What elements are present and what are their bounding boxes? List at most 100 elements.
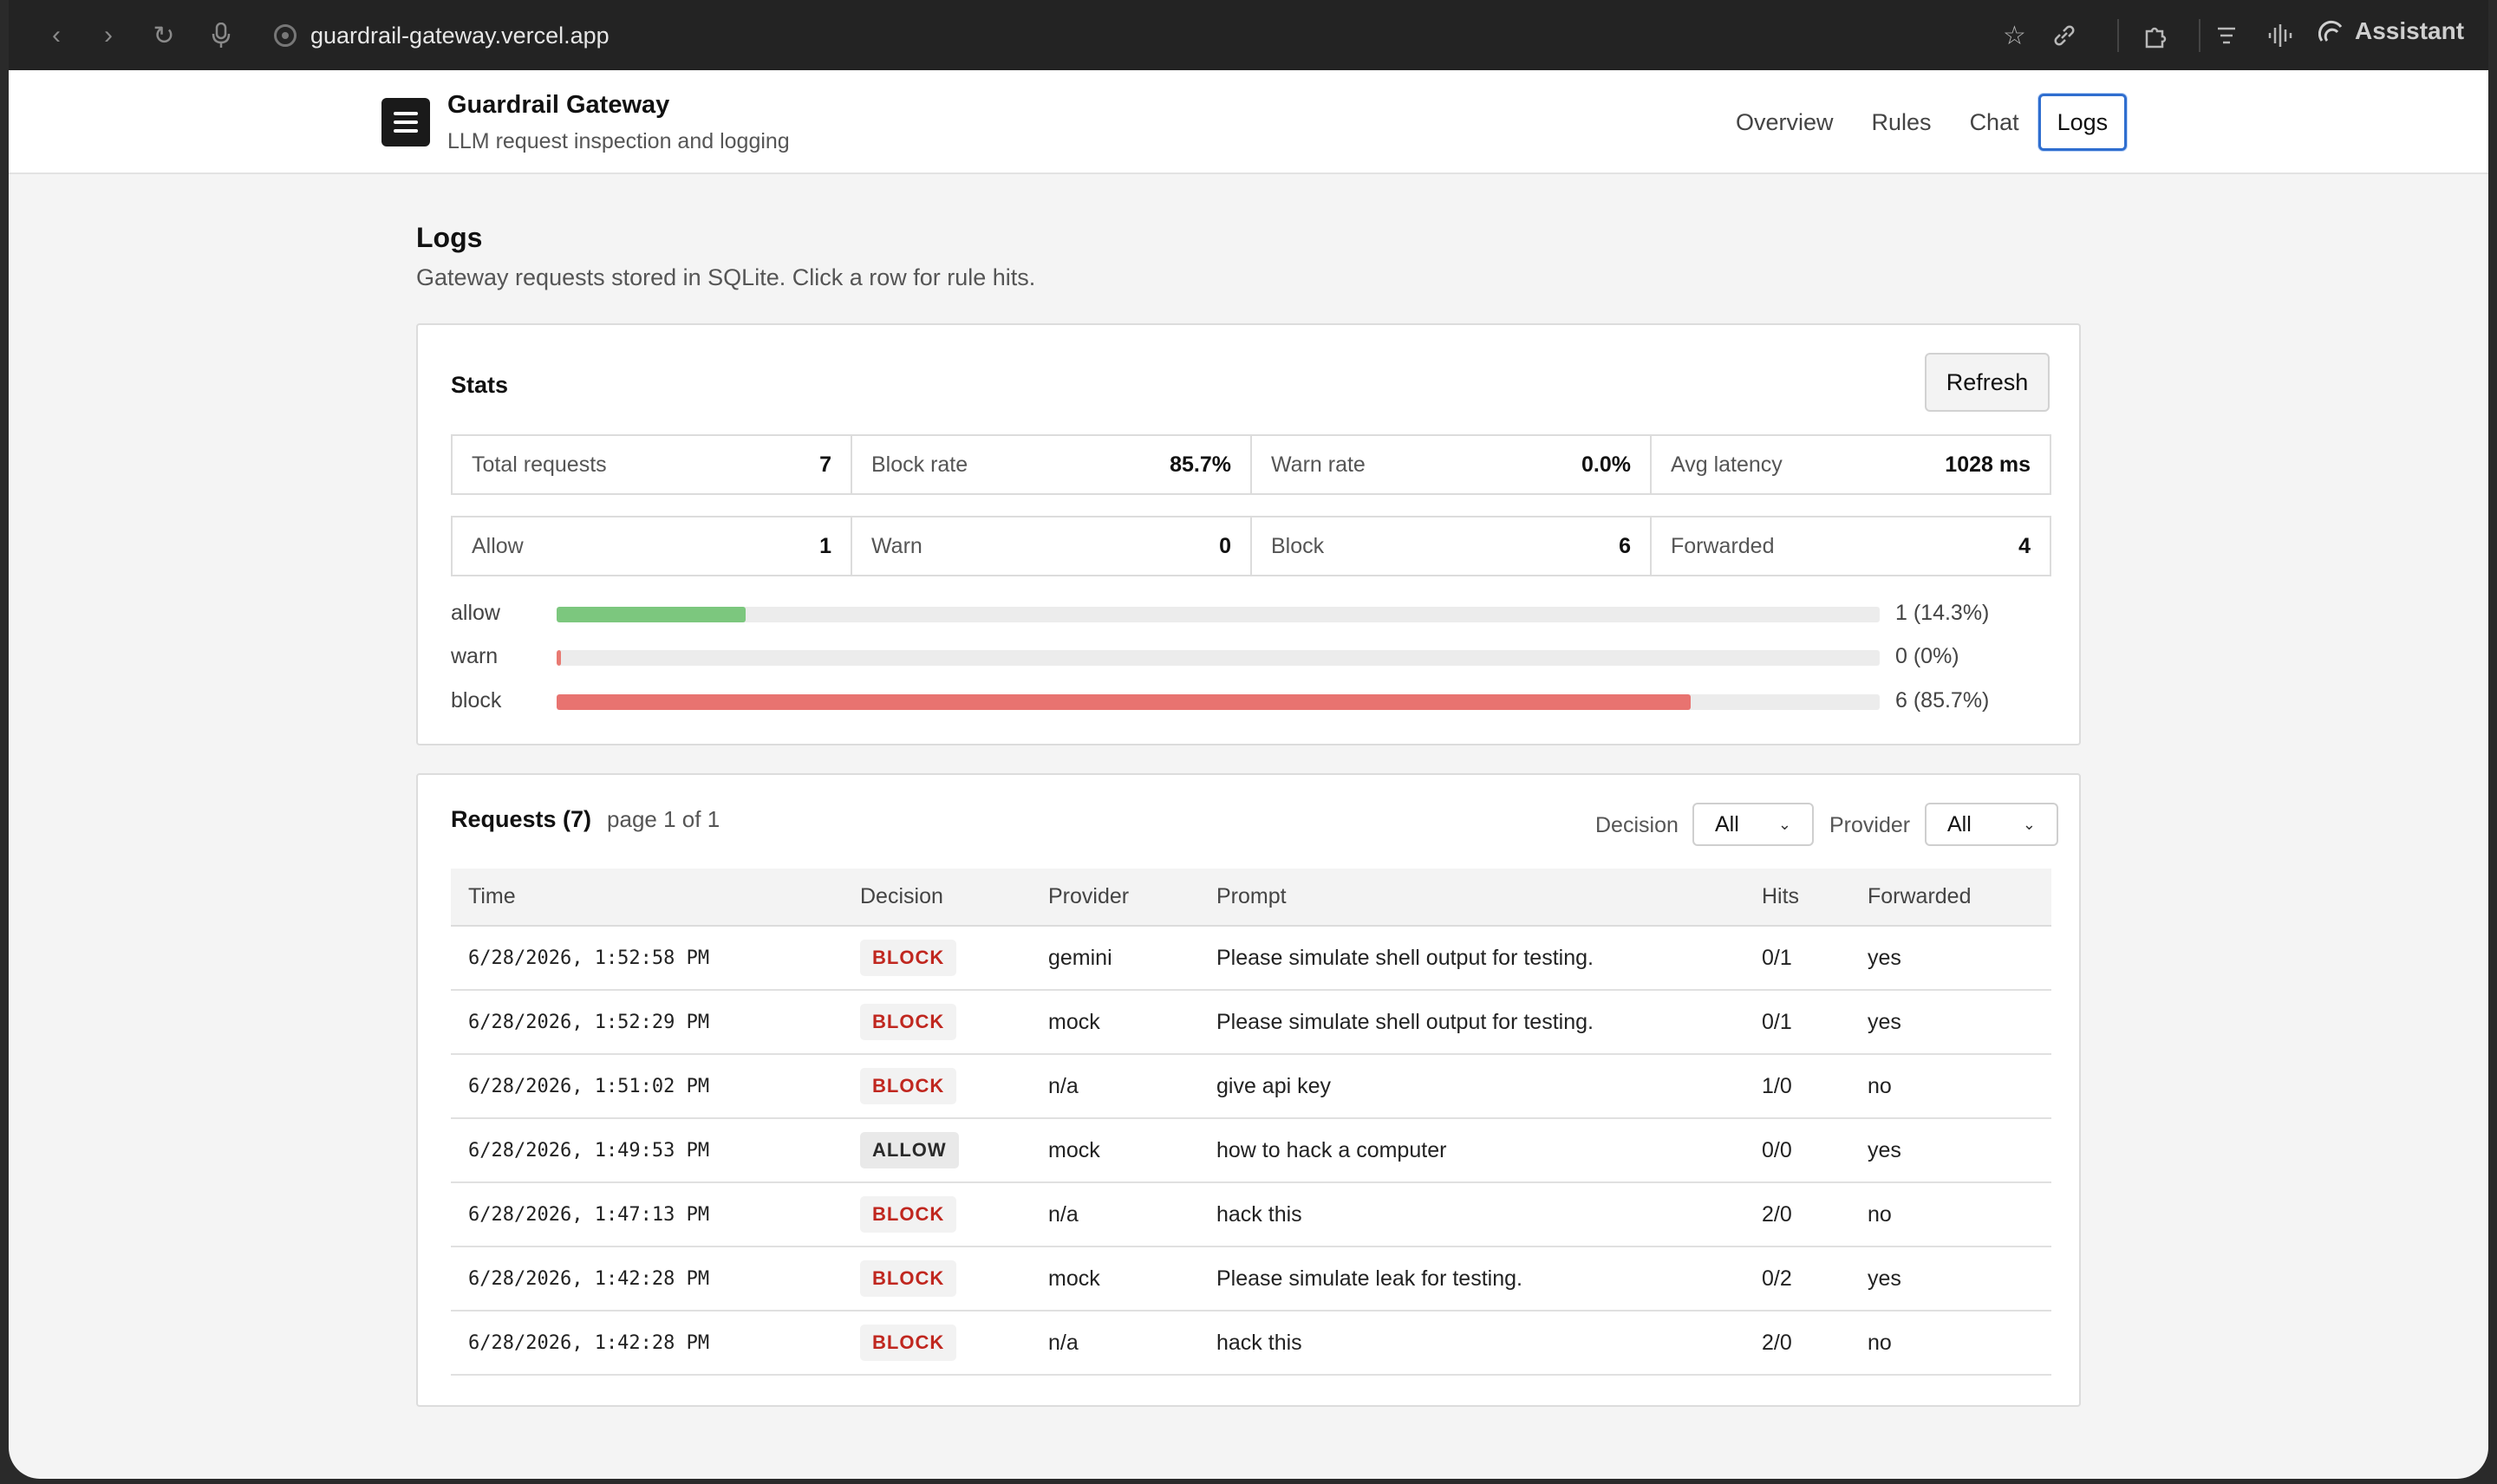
table-row[interactable]: 6/28/2026, 1:51:02 PM BLOCK n/a give api ke… <box>451 1054 2051 1119</box>
stat-total-requests: Total requests 7 <box>453 436 852 493</box>
bar-value: 6 (85.7%) <box>1895 688 1990 713</box>
stat-block-rate: Block rate 85.7% <box>852 436 1252 493</box>
decision-badge: BLOCK <box>860 1004 957 1040</box>
cell-hits: 2/0 <box>1744 1311 1850 1376</box>
decision-badge: BLOCK <box>860 1260 957 1297</box>
back-icon[interactable]: ‹ <box>52 21 61 49</box>
cell-prompt: give api key <box>1199 1054 1744 1119</box>
chevron-down-icon: ⌄ <box>2022 815 2036 833</box>
table-row[interactable]: 6/28/2026, 1:42:28 PM BLOCK mock Please sim… <box>451 1246 2051 1312</box>
link-icon[interactable] <box>2051 19 2077 52</box>
cell-provider: mock <box>1031 1118 1199 1183</box>
nav-overview[interactable]: Overview <box>1736 108 1834 135</box>
cell-decision: BLOCK <box>843 1311 1031 1376</box>
app-header: Guardrail Gateway LLM request inspection… <box>9 70 2488 174</box>
assistant-icon <box>2318 20 2343 42</box>
stat-forwarded: Forwarded 4 <box>1671 533 2031 558</box>
bar-fill <box>557 650 561 666</box>
bar-label: warn <box>451 644 499 668</box>
stats-card: Stats Refresh Total requests 7 Block rate… <box>416 323 2081 745</box>
cell-prompt: Please simulate leak for testing. <box>1199 1246 1744 1312</box>
table-row[interactable]: 6/28/2026, 1:49:53 PM ALLOW mock how to hac… <box>451 1118 2051 1183</box>
bar-allow: allow 1 (14.3%) <box>451 600 2051 626</box>
requests-title: Requests (7) <box>451 806 592 832</box>
cell-decision: BLOCK <box>843 1182 1031 1247</box>
app-title: Guardrail Gateway <box>447 91 670 119</box>
page-title: Logs <box>416 222 483 253</box>
table-row[interactable]: 6/28/2026, 1:52:29 PM BLOCK mock Please sim… <box>451 990 2051 1055</box>
refresh-button[interactable]: Refresh <box>1925 353 2050 412</box>
cell-forwarded: no <box>1850 1311 2051 1376</box>
nav-chat[interactable]: Chat <box>1969 108 2019 135</box>
requests-table: Time Decision Provider Prompt Hits Forwa… <box>451 869 2051 1376</box>
stat-avg-latency: Avg latency 1028 ms <box>1671 452 2031 477</box>
top-nav: Overview Rules Chat Logs <box>1717 94 2128 151</box>
table-row[interactable]: 6/28/2026, 1:47:13 PM BLOCK n/a hack this 2/… <box>451 1182 2051 1247</box>
decision-filter-select[interactable]: All ⌄ <box>1692 803 1814 846</box>
cell-hits: 0/0 <box>1744 1118 1850 1183</box>
cell-forwarded: yes <box>1850 1118 2051 1183</box>
decision-badge: BLOCK <box>860 1325 957 1361</box>
cell-time: 6/28/2026, 1:51:02 PM <box>451 1054 843 1119</box>
count-stats-row: Allow 1 Warn 0 Block 6 Forwarded 4 <box>451 516 2051 576</box>
bar-value: 0 (0%) <box>1895 644 1959 668</box>
cell-hits: 1/0 <box>1744 1054 1850 1119</box>
summary-stats-row: Total requests 7 Block rate 85.7% Warn rat… <box>451 434 2051 495</box>
column-header-hits[interactable]: Hits <box>1744 869 1850 927</box>
bar-label: block <box>451 688 502 713</box>
stat-warn-rate: Warn rate 0.0% <box>1252 436 1652 493</box>
audio-wave-icon[interactable] <box>2266 19 2292 52</box>
app-subtitle: LLM request inspection and logging <box>447 129 790 153</box>
site-info-icon[interactable] <box>274 24 297 47</box>
cell-decision: BLOCK <box>843 926 1031 991</box>
cell-forwarded: no <box>1850 1054 2051 1119</box>
assistant-label: Assistant <box>2355 17 2465 44</box>
assistant-button[interactable]: Assistant <box>2318 17 2464 45</box>
forward-icon[interactable]: › <box>104 21 113 49</box>
reload-icon[interactable]: ↻ <box>153 21 175 50</box>
nav-rules[interactable]: Rules <box>1871 108 1932 135</box>
requests-header: Requests (7) page 1 of 1 <box>451 806 720 833</box>
cell-provider: n/a <box>1031 1311 1199 1376</box>
table-row[interactable]: 6/28/2026, 1:42:28 PM BLOCK n/a hack this 2/… <box>451 1311 2051 1376</box>
chevron-down-icon: ⌄ <box>1777 815 1791 833</box>
bookmark-star-icon[interactable]: ☆ <box>2003 21 2026 50</box>
cell-forwarded: no <box>1850 1182 2051 1247</box>
cell-time: 6/28/2026, 1:47:13 PM <box>451 1182 843 1247</box>
cell-prompt: hack this <box>1199 1311 1744 1376</box>
table-header-row: Time Decision Provider Prompt Hits Forwa… <box>451 869 2051 927</box>
cell-time: 6/28/2026, 1:42:28 PM <box>451 1246 843 1312</box>
decision-badge: BLOCK <box>860 1196 957 1233</box>
decision-badge: BLOCK <box>860 940 957 976</box>
menu-icon[interactable] <box>381 98 430 146</box>
cell-decision: BLOCK <box>843 1246 1031 1312</box>
address-bar[interactable]: guardrail-gateway.vercel.app <box>274 17 610 54</box>
provider-filter-select[interactable]: All ⌄ <box>1925 803 2058 846</box>
column-header-prompt[interactable]: Prompt <box>1199 869 1744 927</box>
column-header-decision[interactable]: Decision <box>843 869 1031 927</box>
requests-card: Requests (7) page 1 of 1 Decision All ⌄ … <box>416 773 2081 1407</box>
reader-list-icon[interactable] <box>2214 19 2239 52</box>
column-header-provider[interactable]: Provider <box>1031 869 1199 927</box>
cell-prompt: Please simulate shell output for testing… <box>1199 926 1744 991</box>
column-header-forwarded[interactable]: Forwarded <box>1850 869 2051 927</box>
column-header-time[interactable]: Time <box>451 869 843 927</box>
bar-block: block 6 (85.7%) <box>451 687 2051 713</box>
cell-provider: mock <box>1031 1246 1199 1312</box>
decision-filter-label: Decision <box>1595 813 1679 837</box>
extensions-icon[interactable] <box>2142 19 2168 52</box>
requests-table-body: 6/28/2026, 1:52:58 PM BLOCK gemini Please s… <box>451 926 2051 1376</box>
cell-prompt: Please simulate shell output for testing… <box>1199 990 1744 1055</box>
provider-filter-value: All <box>1947 811 1972 836</box>
cell-forwarded: yes <box>1850 1246 2051 1312</box>
cell-time: 6/28/2026, 1:52:29 PM <box>451 990 843 1055</box>
nav-logs[interactable]: Logs <box>2037 94 2128 151</box>
bar-label: allow <box>451 601 500 625</box>
cell-time: 6/28/2026, 1:52:58 PM <box>451 926 843 991</box>
stats-title: Stats <box>451 372 509 398</box>
table-row[interactable]: 6/28/2026, 1:52:58 PM BLOCK gemini Please s… <box>451 926 2051 991</box>
bar-value: 1 (14.3%) <box>1895 601 1990 625</box>
microphone-icon[interactable] <box>205 19 238 52</box>
stat-allow: Allow 1 <box>453 517 852 575</box>
bar-fill <box>557 694 1691 710</box>
